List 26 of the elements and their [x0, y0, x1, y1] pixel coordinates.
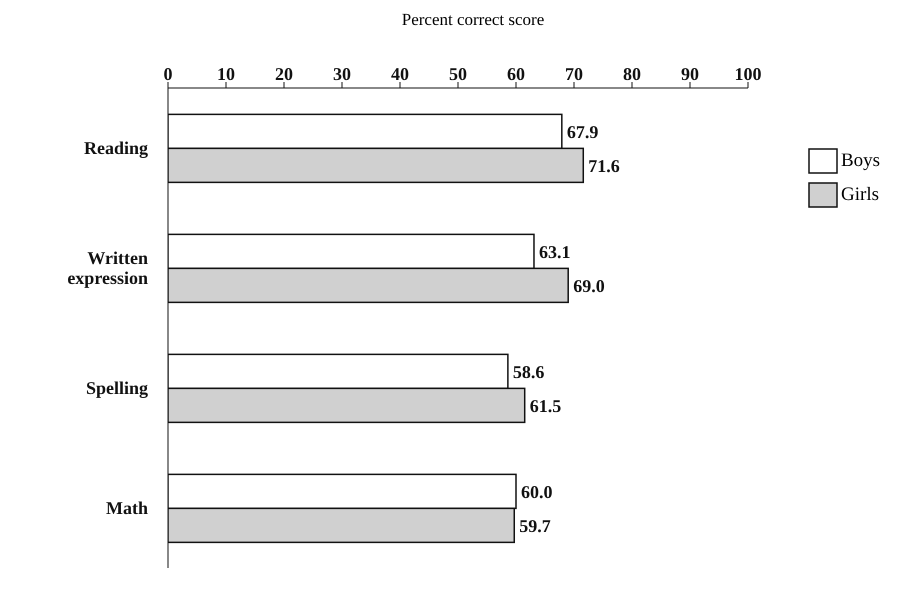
legend-label: Girls [841, 184, 879, 206]
data-label: 69.0 [573, 276, 605, 296]
y-tick-label: Reading [84, 138, 148, 158]
x-tick-label: 90 [681, 64, 699, 84]
data-label: 67.9 [566, 122, 598, 142]
x-tick-label: 10 [217, 64, 235, 84]
x-tick-label: 80 [623, 64, 641, 84]
legend-label: Boys [841, 150, 880, 172]
x-tick-label: 60 [507, 64, 525, 84]
x-tick-label: 100 [734, 64, 762, 84]
data-label: 60.0 [521, 482, 552, 502]
x-tick-label: 0 [164, 64, 172, 84]
x-tick-label: 40 [391, 64, 409, 84]
data-label: 61.5 [530, 396, 562, 416]
x-tick-label: 20 [275, 64, 293, 84]
data-label: 63.1 [538, 242, 570, 262]
x-tick-label: 70 [565, 64, 583, 84]
y-tick-label: Written expression [67, 248, 148, 288]
y-tick-label: Math [106, 498, 148, 518]
y-tick-label: Spelling [86, 378, 148, 398]
x-tick-label: 50 [449, 64, 467, 84]
data-label: 71.6 [588, 156, 620, 176]
x-tick-label: 30 [333, 64, 351, 84]
data-label: 59.7 [519, 516, 551, 536]
data-label: 58.6 [512, 362, 544, 382]
x-axis-title: Percent correct score [400, 10, 546, 30]
